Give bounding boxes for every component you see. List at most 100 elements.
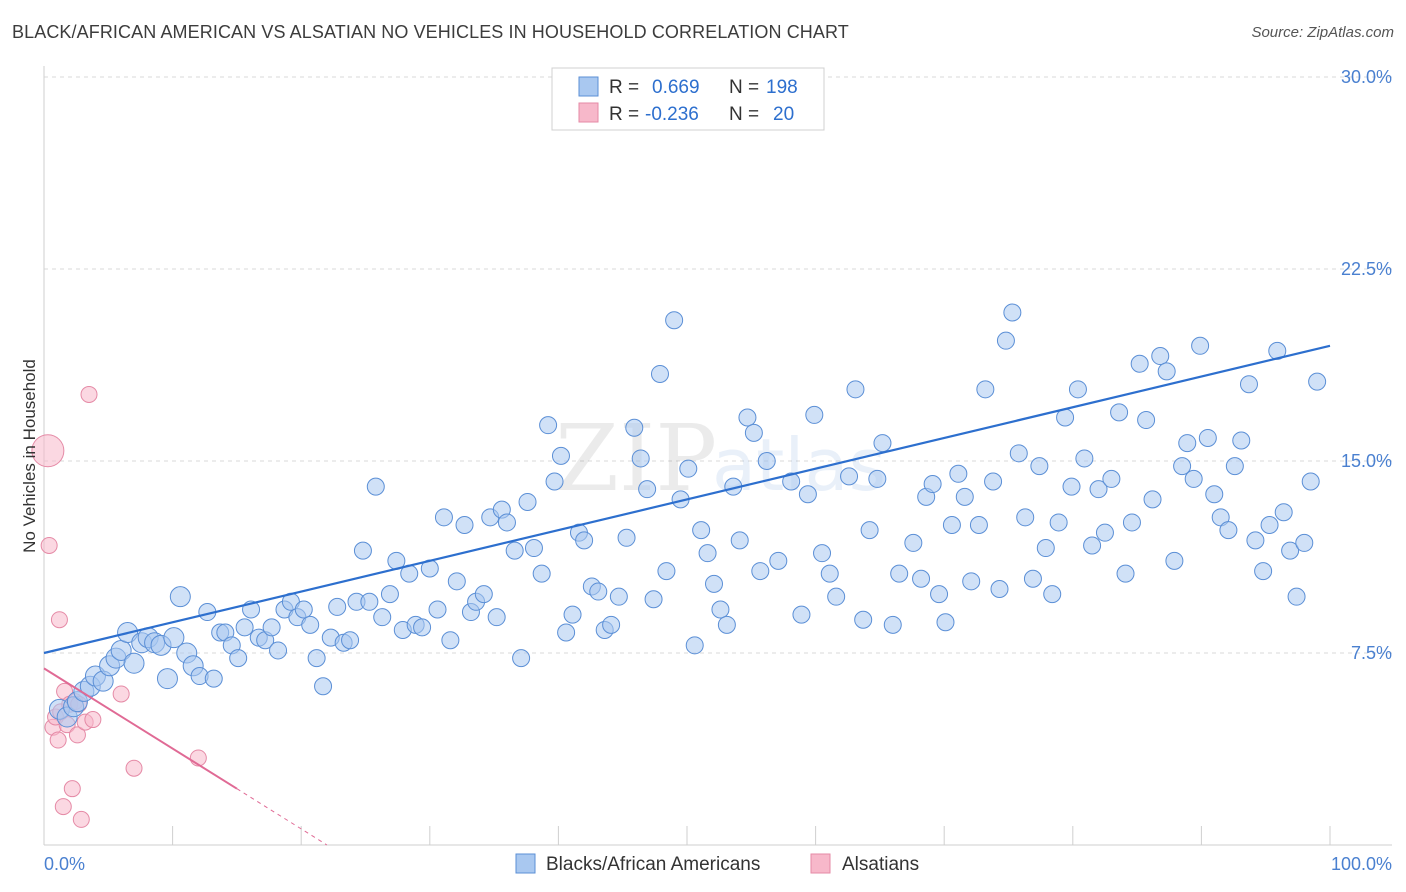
bottom-legend-label-pink: Alsatians xyxy=(842,854,919,875)
blacks-points xyxy=(48,303,1327,728)
legend-r-label-2: R = xyxy=(609,104,639,125)
blacks-point xyxy=(638,480,657,499)
blacks-point xyxy=(1075,449,1094,468)
legend-n-label-1: N = xyxy=(729,77,759,98)
x-tick-label: 100.0% xyxy=(1331,854,1392,874)
blacks-point xyxy=(990,580,1009,598)
alsatians-trend-line xyxy=(43,667,238,790)
alsatians-point xyxy=(50,611,68,629)
legend-r-label-1: R = xyxy=(609,77,639,98)
alsatians-trend-extension xyxy=(236,788,328,846)
blacks-point xyxy=(868,469,887,488)
blacks-point xyxy=(1095,523,1114,542)
blacks-point xyxy=(730,531,749,550)
blacks-point xyxy=(883,615,902,634)
blacks-point xyxy=(1102,469,1121,488)
blacks-point xyxy=(512,649,531,668)
blacks-point xyxy=(942,516,961,534)
blacks-point xyxy=(169,586,191,608)
alsatians-point xyxy=(49,731,67,749)
blacks-point xyxy=(341,631,360,650)
blacks-point xyxy=(314,677,333,696)
blacks-point xyxy=(1308,372,1327,391)
blacks-point xyxy=(269,641,288,660)
blacks-point xyxy=(1246,531,1265,550)
blacks-point xyxy=(976,380,995,399)
blacks-point xyxy=(679,459,698,478)
bottom-legend: Blacks/African Americans Alsatians xyxy=(515,853,919,875)
blacks-point xyxy=(860,521,879,540)
blacks-point xyxy=(813,544,832,563)
blacks-point xyxy=(1232,431,1251,450)
blacks-point xyxy=(204,669,223,688)
blacks-point xyxy=(1143,490,1162,509)
blacks-point xyxy=(1049,513,1068,532)
blacks-point xyxy=(307,649,326,668)
blacks-point xyxy=(617,528,636,547)
legend-n-label-2: N = xyxy=(729,104,759,125)
blacks-point xyxy=(969,516,988,534)
blacks-point xyxy=(798,485,817,504)
blacks-point xyxy=(984,472,1003,491)
alsatians-point xyxy=(68,726,86,744)
alsatians-point xyxy=(40,536,58,554)
blacks-point xyxy=(738,408,757,427)
grid-lines xyxy=(44,76,1392,654)
blacks-point xyxy=(631,449,650,468)
legend-r-value-1: 0.669 xyxy=(652,77,700,98)
blacks-point xyxy=(532,564,551,583)
blacks-point xyxy=(692,521,711,540)
blacks-point xyxy=(366,477,385,496)
blacks-point xyxy=(455,516,474,534)
blacks-point xyxy=(996,331,1015,350)
blacks-point xyxy=(1225,457,1244,476)
top-legend: R = 0.669 N = 198 R = -0.236 N = 20 xyxy=(551,67,825,131)
blacks-trend-line xyxy=(43,344,1331,655)
blacks-point xyxy=(650,364,669,383)
blacks-point xyxy=(685,636,704,655)
blacks-point xyxy=(782,472,801,491)
legend-n-value-1: 198 xyxy=(766,77,798,98)
blacks-point xyxy=(539,416,558,435)
blacks-point xyxy=(962,572,981,591)
blacks-point xyxy=(751,562,770,581)
blacks-point xyxy=(1036,539,1055,558)
blacks-point xyxy=(1116,564,1135,583)
blacks-point xyxy=(1122,513,1141,532)
blacks-point xyxy=(949,464,968,483)
blacks-point xyxy=(890,564,909,583)
source-label: Source: ZipAtlas.com xyxy=(1251,24,1394,41)
blacks-point xyxy=(524,539,543,558)
alsatians-point xyxy=(80,385,98,403)
blacks-point xyxy=(827,587,846,606)
legend-r-value-2: -0.236 xyxy=(645,104,699,125)
blacks-point xyxy=(644,590,663,609)
legend-n-value-2: 20 xyxy=(773,104,794,125)
legend-swatch-blue xyxy=(578,76,599,97)
blacks-point xyxy=(744,423,763,442)
blacks-point xyxy=(625,418,644,437)
blacks-point xyxy=(360,592,379,611)
alsatians-point xyxy=(54,798,72,816)
blacks-point xyxy=(575,531,594,550)
blacks-point xyxy=(1191,336,1210,355)
blacks-point xyxy=(1184,469,1203,488)
tick-labels: 7.5% 15.0% 22.5% 30.0% 0.0% 100.0% xyxy=(44,67,1392,874)
blacks-point xyxy=(551,446,570,465)
blacks-point xyxy=(1062,477,1081,496)
blacks-point xyxy=(711,600,730,619)
blacks-point xyxy=(413,618,432,637)
blacks-point xyxy=(698,544,717,563)
blacks-point xyxy=(1137,411,1156,430)
blacks-point xyxy=(1295,533,1314,552)
blacks-point xyxy=(1239,375,1258,394)
chart-title: BLACK/AFRICAN AMERICAN VS ALSATIAN NO VE… xyxy=(12,22,849,42)
blacks-point xyxy=(757,452,776,470)
blacks-point xyxy=(840,467,859,486)
blacks-point xyxy=(705,574,724,593)
blacks-point xyxy=(769,551,788,570)
blacks-point xyxy=(912,569,931,588)
blacks-point xyxy=(904,533,923,552)
blacks-point xyxy=(373,608,392,627)
